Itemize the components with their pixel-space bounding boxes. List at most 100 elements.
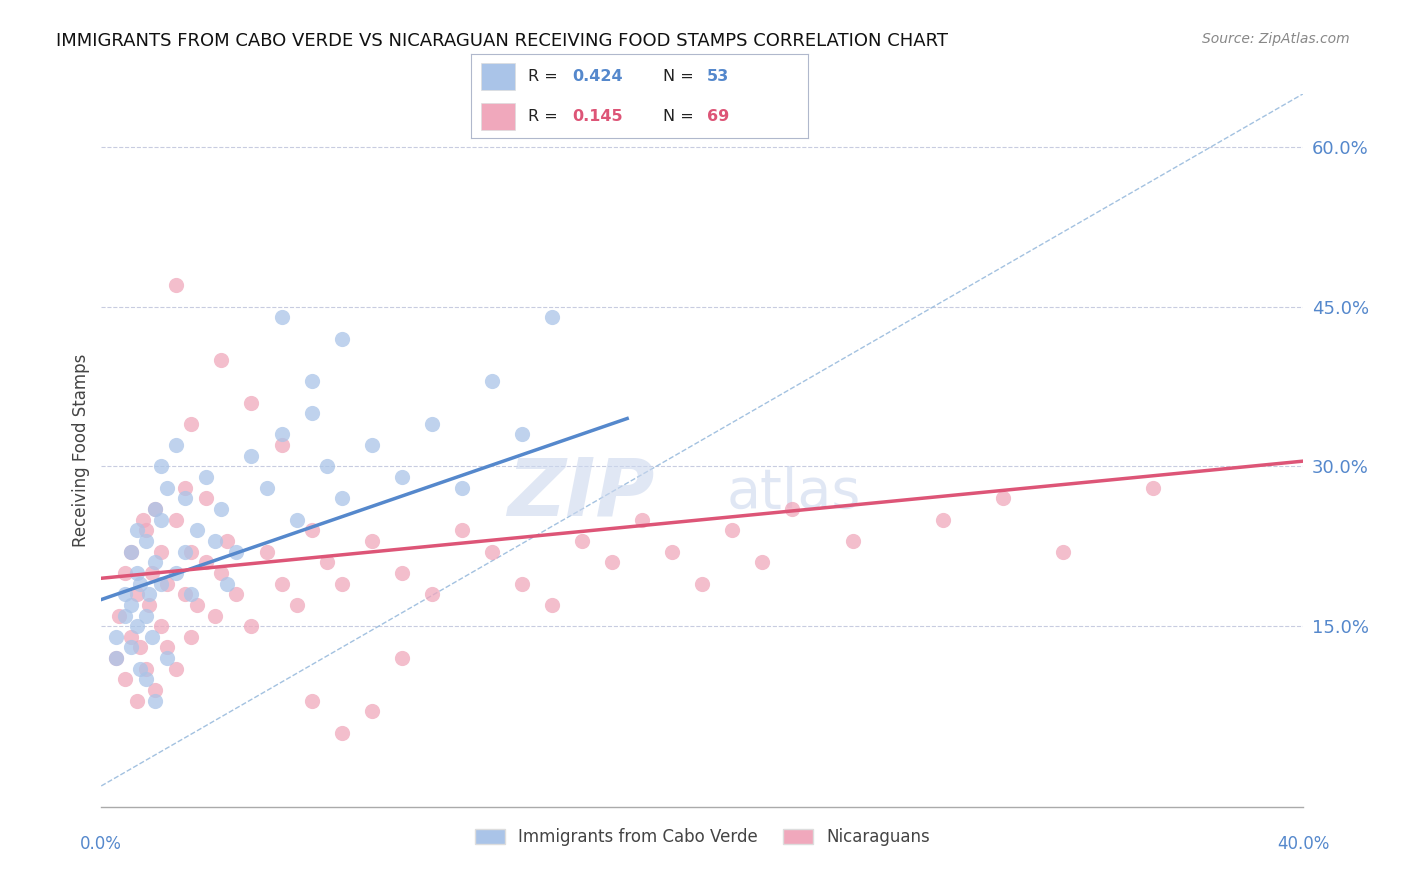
Point: [150, 459, 173, 474]
Point: [240, 395, 263, 409]
Point: [120, 544, 142, 558]
Text: 0.145: 0.145: [572, 109, 623, 124]
Point: [225, 587, 247, 601]
Text: ZIP: ZIP: [506, 454, 654, 533]
Y-axis label: Receiving Food Stamps: Receiving Food Stamps: [72, 354, 90, 547]
Point: [165, 566, 187, 580]
Point: [141, 566, 163, 580]
Point: [360, 533, 382, 548]
Point: [180, 630, 202, 644]
Point: [301, 406, 323, 420]
Point: [217, 576, 239, 591]
Point: [135, 524, 157, 538]
Point: [450, 524, 472, 538]
Point: [127, 524, 149, 538]
Text: R =: R =: [529, 109, 564, 124]
Text: atlas: atlas: [727, 467, 860, 520]
Point: [150, 544, 173, 558]
Point: [120, 598, 142, 612]
Point: [135, 533, 157, 548]
Point: [270, 576, 292, 591]
Point: [120, 640, 142, 655]
Point: [541, 310, 564, 325]
Point: [1052, 544, 1074, 558]
Point: [240, 619, 263, 633]
Point: [315, 555, 337, 569]
Point: [195, 470, 218, 484]
Point: [120, 630, 142, 644]
Point: [481, 544, 503, 558]
Point: [141, 630, 163, 644]
Point: [420, 587, 443, 601]
Text: 53: 53: [707, 69, 730, 84]
Point: [211, 502, 233, 516]
Point: [301, 374, 323, 388]
Point: [143, 694, 166, 708]
Point: [330, 725, 353, 739]
Text: 0.0%: 0.0%: [80, 835, 122, 853]
Point: [270, 438, 292, 452]
Point: [105, 651, 128, 665]
Point: [174, 481, 197, 495]
Point: [301, 694, 323, 708]
Point: [165, 662, 187, 676]
Point: [174, 491, 197, 506]
Point: [391, 566, 413, 580]
Point: [135, 662, 157, 676]
Point: [991, 491, 1014, 506]
Point: [510, 427, 533, 442]
Point: [391, 651, 413, 665]
Bar: [481, 103, 515, 130]
Point: [692, 576, 714, 591]
Point: [129, 576, 152, 591]
Point: [240, 449, 263, 463]
Point: [156, 651, 179, 665]
Point: [301, 524, 323, 538]
Point: [150, 576, 173, 591]
Point: [165, 513, 187, 527]
Point: [360, 705, 382, 719]
Point: [330, 332, 353, 346]
Point: [180, 587, 202, 601]
Point: [132, 513, 155, 527]
Point: [420, 417, 443, 431]
Point: [541, 598, 564, 612]
Point: [129, 640, 152, 655]
Point: [330, 576, 353, 591]
Text: N =: N =: [664, 69, 699, 84]
Point: [841, 533, 863, 548]
Text: 0.424: 0.424: [572, 69, 623, 84]
Point: [150, 513, 173, 527]
Point: [174, 544, 197, 558]
Point: [108, 608, 131, 623]
Point: [143, 502, 166, 516]
Point: [450, 481, 472, 495]
Point: [114, 673, 136, 687]
Point: [391, 470, 413, 484]
Point: [129, 662, 152, 676]
Point: [932, 513, 955, 527]
Point: [204, 533, 226, 548]
Point: [114, 566, 136, 580]
Point: [481, 374, 503, 388]
Point: [114, 587, 136, 601]
Point: [138, 587, 160, 601]
Point: [256, 544, 278, 558]
Point: [195, 555, 218, 569]
Point: [270, 310, 292, 325]
Point: [135, 608, 157, 623]
Point: [105, 651, 128, 665]
Legend: Immigrants from Cabo Verde, Nicaraguans: Immigrants from Cabo Verde, Nicaraguans: [468, 822, 936, 853]
Point: [510, 576, 533, 591]
Bar: [481, 62, 515, 90]
Point: [127, 587, 149, 601]
Point: [114, 608, 136, 623]
Point: [217, 533, 239, 548]
Point: [631, 513, 654, 527]
Text: N =: N =: [664, 109, 699, 124]
Point: [127, 694, 149, 708]
Point: [135, 673, 157, 687]
Point: [156, 640, 179, 655]
Point: [360, 438, 382, 452]
Text: IMMIGRANTS FROM CABO VERDE VS NICARAGUAN RECEIVING FOOD STAMPS CORRELATION CHART: IMMIGRANTS FROM CABO VERDE VS NICARAGUAN…: [56, 32, 948, 50]
